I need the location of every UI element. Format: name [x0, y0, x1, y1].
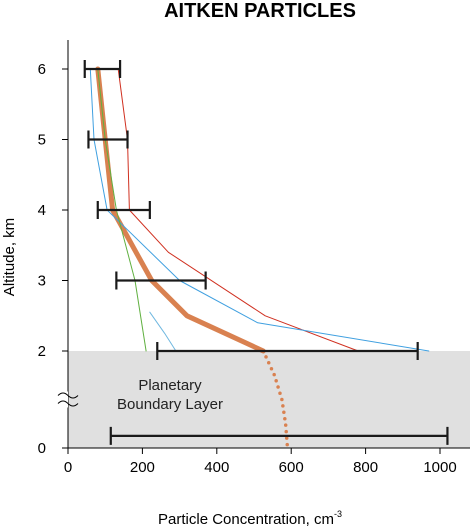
boundary-layer-label-line2: Boundary Layer	[117, 396, 223, 413]
series-line-3	[89, 68, 430, 352]
y-axis-label: Altitude, km	[1, 218, 18, 296]
x-tick-label-3: 600	[279, 459, 304, 476]
series-line-2	[117, 68, 359, 352]
x-tick-label-1: 200	[130, 459, 155, 476]
x-tick-label-2: 400	[204, 459, 229, 476]
x-axis-label: Particle Concentration, cm-3	[158, 509, 342, 528]
axis-break-gap	[58, 391, 68, 408]
x-tick-label-4: 800	[353, 459, 378, 476]
axis-break-mark-bottom	[57, 400, 79, 407]
y-tick-label-1: 2	[38, 343, 46, 360]
series-line-5	[149, 311, 177, 352]
x-axis-label-unit: cm	[314, 511, 334, 528]
y-tick-label-3: 4	[38, 202, 46, 219]
boundary-layer-band	[68, 351, 470, 448]
x-tick-label-0: 0	[64, 459, 72, 476]
x-tick-label-5: 1000	[423, 459, 456, 476]
y-tick-label-0: 0	[38, 440, 46, 457]
axis-break-mark-top	[57, 392, 79, 399]
y-tick-label-4: 5	[38, 132, 46, 149]
x-axis-label-exponent: -3	[334, 509, 342, 519]
series-line-1	[261, 349, 290, 450]
chart-title: AITKEN PARTICLES	[164, 0, 356, 22]
y-tick-label-5: 6	[38, 61, 46, 78]
y-tick-label-2: 3	[38, 273, 46, 290]
boundary-layer-label-line1: Planetary	[138, 377, 202, 394]
x-axis-label-text: Particle Concentration,	[158, 511, 310, 528]
